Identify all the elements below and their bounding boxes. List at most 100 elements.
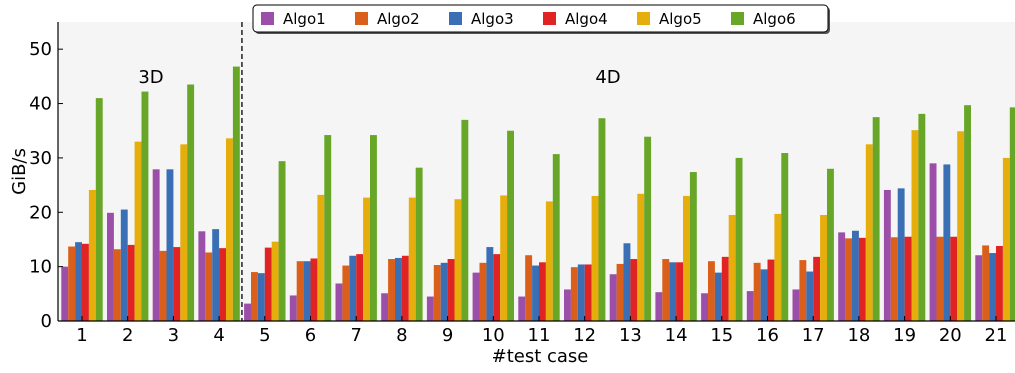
- bar-algo6-case-18: [872, 117, 880, 322]
- bar-algo3-case-17: [806, 271, 814, 321]
- y-tick-label: 10: [29, 257, 52, 278]
- legend-swatch-algo6: [731, 12, 744, 25]
- bar-algo5-case-1: [88, 189, 96, 321]
- bar-algo5-case-13: [637, 193, 645, 321]
- bar-algo4-case-7: [356, 254, 364, 321]
- bar-algo3-case-6: [303, 261, 311, 321]
- bar-algo1-case-16: [746, 291, 754, 321]
- bar-algo6-case-14: [689, 172, 697, 321]
- bar-algo1-case-6: [289, 295, 297, 321]
- legend-label-algo1: Algo1: [283, 10, 326, 28]
- bar-algo5-case-9: [454, 199, 462, 321]
- x-tick-label: 17: [802, 325, 825, 346]
- annotation-4d: 4D: [595, 67, 620, 88]
- x-tick-label: 10: [482, 325, 505, 346]
- bar-algo5-case-6: [317, 194, 325, 321]
- bar-algo4-case-5: [264, 247, 272, 321]
- bar-algo1-case-21: [975, 255, 983, 321]
- x-tick-label: 7: [350, 325, 361, 346]
- bar-algo5-case-17: [820, 214, 827, 321]
- bar-algo4-case-14: [676, 262, 683, 321]
- bar-algo1-case-9: [426, 296, 434, 321]
- x-tick-label: 21: [985, 325, 1008, 346]
- bar-algo6-case-8: [415, 167, 423, 321]
- bar-algo6-case-13: [644, 136, 652, 321]
- bar-algo2-case-13: [616, 263, 624, 321]
- bar-algo3-case-9: [440, 262, 448, 321]
- bar-algo3-case-8: [395, 257, 402, 321]
- bar-algo4-case-10: [493, 254, 501, 321]
- x-axis-label: #test case: [492, 346, 589, 367]
- bar-algo3-case-11: [532, 265, 539, 321]
- legend-label-algo3: Algo3: [471, 10, 514, 28]
- bar-algo3-case-18: [852, 230, 859, 321]
- y-tick-label: 30: [29, 148, 52, 169]
- bar-algo4-case-12: [584, 264, 592, 321]
- y-tick-label: 0: [41, 311, 52, 332]
- x-tick-label: 14: [665, 325, 688, 346]
- bar-algo1-case-17: [792, 289, 800, 321]
- bar-algo4-case-1: [82, 243, 89, 321]
- bar-algo3-case-7: [349, 255, 357, 321]
- bar-algo5-case-11: [545, 201, 553, 321]
- bar-algo6-case-12: [598, 118, 606, 321]
- bar-algo4-case-9: [447, 259, 455, 321]
- bar-algo4-case-4: [219, 248, 226, 321]
- legend-swatch-algo1: [261, 12, 274, 25]
- bar-algo6-case-10: [507, 130, 514, 321]
- bar-algo2-case-18: [845, 238, 852, 321]
- bar-algo2-case-4: [205, 252, 213, 321]
- bar-algo2-case-3: [159, 250, 167, 321]
- bar-algo3-case-15: [714, 272, 722, 321]
- bar-algo1-case-15: [701, 293, 708, 321]
- bar-algo1-case-5: [244, 303, 251, 321]
- bar-algo6-case-15: [735, 157, 743, 321]
- bar-algo3-case-14: [669, 262, 677, 321]
- x-tick-label: 4: [213, 325, 224, 346]
- bar-algo6-case-9: [461, 119, 469, 321]
- bar-algo1-case-19: [883, 189, 891, 321]
- bar-algo1-case-3: [152, 169, 160, 321]
- x-tick-label: 1: [76, 325, 87, 346]
- x-tick-label: 15: [710, 325, 733, 346]
- bar-algo6-case-2: [141, 91, 149, 322]
- x-tick-label: 8: [396, 325, 407, 346]
- bar-algo5-case-19: [911, 130, 919, 321]
- legend-swatch-algo5: [637, 12, 650, 25]
- legend-swatch-algo2: [355, 12, 368, 25]
- bar-algo6-case-17: [827, 168, 834, 321]
- bar-algo5-case-7: [363, 197, 370, 321]
- bar-algo5-case-8: [408, 197, 416, 321]
- bar-algo6-case-21: [1009, 107, 1015, 321]
- bar-algo3-case-19: [897, 188, 905, 321]
- legend-label-algo6: Algo6: [753, 10, 796, 28]
- bar-algo6-case-1: [95, 98, 103, 321]
- bar-algo3-case-20: [943, 164, 951, 321]
- bar-algo3-case-16: [760, 269, 768, 321]
- bar-algo5-case-20: [957, 131, 965, 321]
- bar-algo3-case-5: [257, 273, 265, 321]
- bar-algo4-case-16: [767, 259, 775, 321]
- x-tick-label: 5: [259, 325, 270, 346]
- bar-algo4-case-6: [310, 258, 318, 321]
- bar-algo2-case-5: [251, 272, 258, 321]
- x-tick-label: 13: [619, 325, 642, 346]
- bar-algo1-case-12: [564, 289, 571, 321]
- bar-algo3-case-4: [212, 229, 220, 321]
- bar-algo3-case-2: [120, 209, 128, 321]
- bar-algo3-case-10: [486, 247, 494, 321]
- legend-swatch-algo3: [449, 12, 462, 25]
- bar-algo4-case-2: [127, 244, 135, 321]
- bar-algo1-case-4: [198, 231, 206, 321]
- bar-algo5-case-21: [1002, 157, 1010, 321]
- bar-algo5-case-4: [226, 138, 233, 321]
- bar-algo1-case-18: [838, 232, 846, 321]
- bar-algo2-case-17: [799, 260, 807, 321]
- bar-algo4-case-8: [401, 255, 409, 321]
- bar-algo1-case-11: [518, 296, 526, 321]
- bar-algo4-case-15: [721, 256, 729, 321]
- bar-algo1-case-2: [107, 212, 114, 321]
- bar-algo4-case-18: [858, 237, 866, 321]
